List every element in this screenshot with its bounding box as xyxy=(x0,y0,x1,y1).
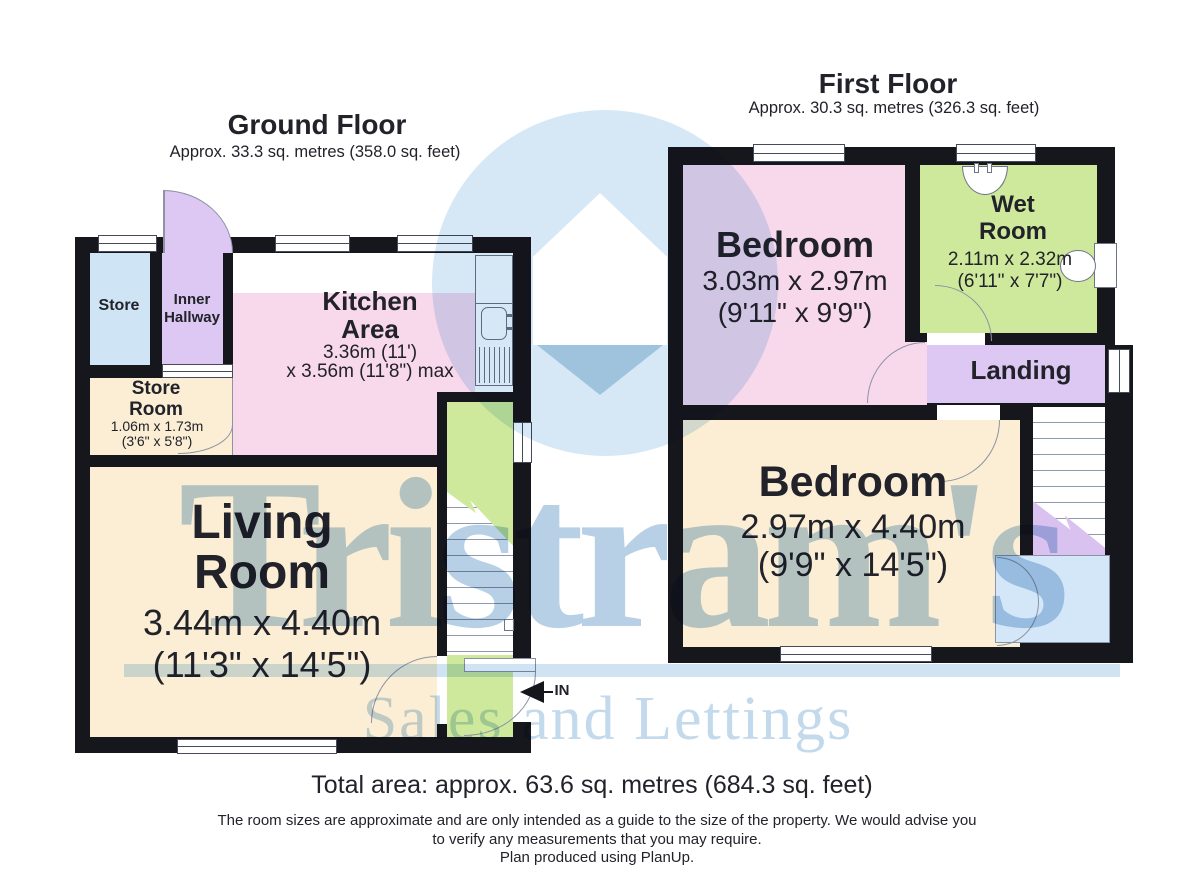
kitchen-dim-imperial: x 3.56m (11'8") max xyxy=(286,361,454,382)
disclaimer-line-1: The room sizes are approximate and are o… xyxy=(217,812,977,829)
basin-tap-icon xyxy=(974,163,979,173)
inner-hallway-floor xyxy=(162,253,223,365)
entrance-label: IN xyxy=(554,682,570,699)
kitchen-counter-divider xyxy=(476,303,512,304)
basin-tap-icon xyxy=(987,163,992,173)
toilet-bowl-icon xyxy=(1060,250,1096,282)
kitchen-label: Kitchen Area xyxy=(322,286,418,345)
logo-chevron-icon xyxy=(537,345,663,395)
window xyxy=(177,739,337,754)
window xyxy=(513,422,532,463)
store-room-dim-imperial: (3'6" x 5'8") xyxy=(121,433,193,449)
kitchen-drainer-icon xyxy=(479,347,511,383)
store-room-dim-metric: 1.06m x 1.73m xyxy=(110,418,204,434)
bedroom-front-label: Bedroom xyxy=(758,458,948,506)
window xyxy=(275,235,350,252)
window xyxy=(1108,349,1130,393)
logo-house-icon xyxy=(533,193,667,345)
wet-room-dim-metric: 2.11m x 2.32m xyxy=(947,249,1073,270)
kitchen-sink-icon xyxy=(481,307,507,340)
kitchen-floor-pink-lower xyxy=(233,392,437,455)
bedroom-rear-label: Bedroom xyxy=(715,224,875,265)
living-room-door-gap xyxy=(437,656,447,724)
living-room-dim-imperial: (11'3" x 14'5") xyxy=(152,644,372,685)
window xyxy=(956,144,1036,162)
entrance-arrow-line xyxy=(544,691,553,693)
toilet-cistern-icon xyxy=(1094,243,1117,288)
kitchen-tap-icon xyxy=(506,314,512,317)
living-room-dim-metric: 3.44m x 4.40m xyxy=(142,602,382,643)
store-floor xyxy=(90,253,150,365)
inner-hallway-door-arc xyxy=(163,190,233,253)
stair-newel xyxy=(504,619,514,631)
hallway-threshold xyxy=(162,364,233,378)
landing-floor xyxy=(927,345,1105,403)
first-floor-subtitle: Approx. 30.3 sq. metres (326.3 sq. feet) xyxy=(748,99,1040,117)
inner-hallway-label: Inner Hallway xyxy=(164,291,220,326)
wet-room-label: Wet Room xyxy=(979,191,1047,245)
store-label: Store xyxy=(98,297,140,314)
bedroom-front-door-gap xyxy=(937,405,1000,420)
window xyxy=(753,144,845,162)
ground-floor-title: Ground Floor xyxy=(227,109,407,140)
store-room-kitchen-divider xyxy=(232,378,233,455)
landing-label: Landing xyxy=(970,355,1072,385)
kitchen-tap-icon xyxy=(506,327,512,330)
living-room-label: Living Room xyxy=(191,496,333,599)
bedroom-front-dim-imperial: (9'9" x 14'5") xyxy=(757,546,949,584)
total-area: Total area: approx. 63.6 sq. metres (684… xyxy=(311,771,873,799)
kitchen-dim-metric: 3.36m (11') xyxy=(322,342,418,363)
bedroom-rear-dim-imperial: (9'11" x 9'9") xyxy=(717,297,873,328)
bedroom-front-dim-metric: 2.97m x 4.40m xyxy=(740,508,966,546)
ground-floor-subtitle: Approx. 33.3 sq. metres (358.0 sq. feet) xyxy=(169,143,461,161)
first-floor-title: First Floor xyxy=(818,68,958,99)
window xyxy=(780,646,932,662)
window xyxy=(397,235,473,252)
window xyxy=(98,235,157,252)
store-room-label: Store Room xyxy=(129,378,183,420)
entrance-arrow-icon xyxy=(520,681,544,703)
disclaimer-line-3: Plan produced using PlanUp. xyxy=(499,849,695,866)
disclaimer-line-2: to verify any measurements that you may … xyxy=(432,831,762,848)
wet-room-dim-imperial: (6'11" x 7'7") xyxy=(957,271,1063,292)
bedroom-rear-dim-metric: 3.03m x 2.97m xyxy=(702,265,888,296)
entrance-door-leaf xyxy=(464,658,536,672)
